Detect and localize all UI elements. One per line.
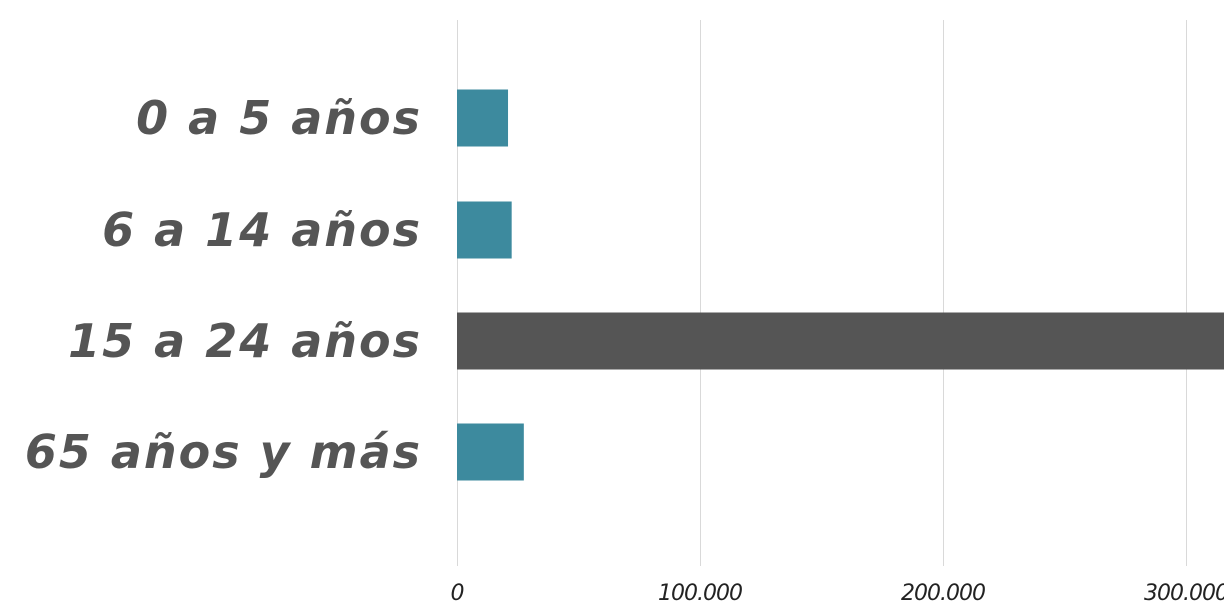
x-tick-label-1: 100.000 — [658, 581, 742, 606]
category-label-0: 0 a 5 años — [136, 91, 422, 145]
bars — [457, 89, 1224, 481]
category-labels: 0 a 5 años 6 a 14 años 15 a 24 años 65 años… — [25, 91, 422, 479]
x-tick-label-2: 200.000 — [901, 581, 985, 606]
x-axis-tick-labels: 0 100.000 200.000 300.000 — [451, 581, 1224, 606]
gridlines — [457, 20, 1187, 566]
bar-1 — [457, 201, 512, 259]
bar-2 — [457, 312, 1224, 370]
category-label-3: 65 años y más — [25, 425, 422, 479]
category-label-2: 15 a 24 años — [68, 314, 422, 368]
bar-0 — [457, 89, 509, 147]
x-tick-label-0: 0 — [451, 581, 464, 606]
category-label-1: 6 a 14 años — [102, 203, 422, 257]
bar-3 — [457, 423, 524, 481]
x-tick-label-3: 300.000 — [1144, 581, 1224, 606]
